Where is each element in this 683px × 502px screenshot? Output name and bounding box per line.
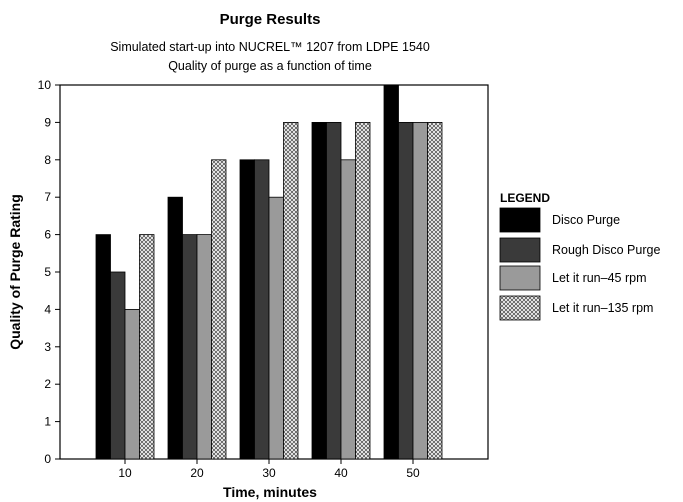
y-axis-label: Quality of Purge Rating xyxy=(7,194,23,350)
bar xyxy=(355,122,371,460)
bar xyxy=(239,159,255,460)
bar xyxy=(110,271,126,460)
x-tick-label: 40 xyxy=(334,466,348,480)
x-axis-label: Time, minutes xyxy=(223,484,317,500)
bar xyxy=(283,122,299,460)
y-tick-label: 7 xyxy=(44,190,51,204)
y-tick-label: 6 xyxy=(44,228,51,242)
legend-swatch xyxy=(499,237,541,263)
plot-area: 0 1 2 3 4 5 6 7 8 9 10 10 20 30 40 50 xyxy=(38,78,489,480)
bar xyxy=(383,84,399,460)
y-tick-label: 4 xyxy=(44,302,51,316)
bar xyxy=(326,122,342,460)
legend-label: Disco Purge xyxy=(552,213,620,227)
legend-swatch xyxy=(499,295,541,321)
chart-subtitle-line-2: Quality of purge as a function of time xyxy=(168,59,372,73)
bar xyxy=(95,234,111,460)
bar xyxy=(398,122,414,460)
y-tick-label: 9 xyxy=(44,115,51,129)
legend: LEGEND Disco Purge Rough Disco Purge Let i… xyxy=(499,191,660,321)
bar xyxy=(427,122,443,460)
bar xyxy=(340,159,356,460)
bar xyxy=(139,234,155,460)
y-tick-label: 8 xyxy=(44,153,51,167)
bar xyxy=(254,159,270,460)
bar xyxy=(196,234,212,460)
bar xyxy=(124,308,140,460)
x-tick-label: 50 xyxy=(406,466,420,480)
bar xyxy=(412,122,428,460)
bar xyxy=(167,196,183,460)
x-tick-label: 30 xyxy=(262,466,276,480)
y-tick-label: 1 xyxy=(44,415,51,429)
legend-label: Rough Disco Purge xyxy=(552,243,660,257)
bar xyxy=(182,234,198,460)
x-tick-label: 20 xyxy=(190,466,204,480)
x-tick-label: 10 xyxy=(118,466,132,480)
legend-label: Let it run–45 rpm xyxy=(552,271,647,285)
bar xyxy=(268,196,284,460)
chart-subtitle-line-1: Simulated start-up into NUCREL™ 1207 fro… xyxy=(110,40,430,54)
bar xyxy=(211,159,227,460)
y-tick-label: 0 xyxy=(44,452,51,466)
y-tick-label: 10 xyxy=(38,78,52,92)
y-tick-label: 3 xyxy=(44,340,51,354)
y-tick-label: 2 xyxy=(44,377,51,391)
legend-label: Let it run–135 rpm xyxy=(552,301,653,315)
bar xyxy=(311,122,327,460)
legend-swatch xyxy=(499,207,541,233)
y-tick-label: 5 xyxy=(44,265,51,279)
legend-swatch xyxy=(499,265,541,291)
chart-title: Purge Results xyxy=(220,11,321,28)
legend-title: LEGEND xyxy=(500,191,550,205)
